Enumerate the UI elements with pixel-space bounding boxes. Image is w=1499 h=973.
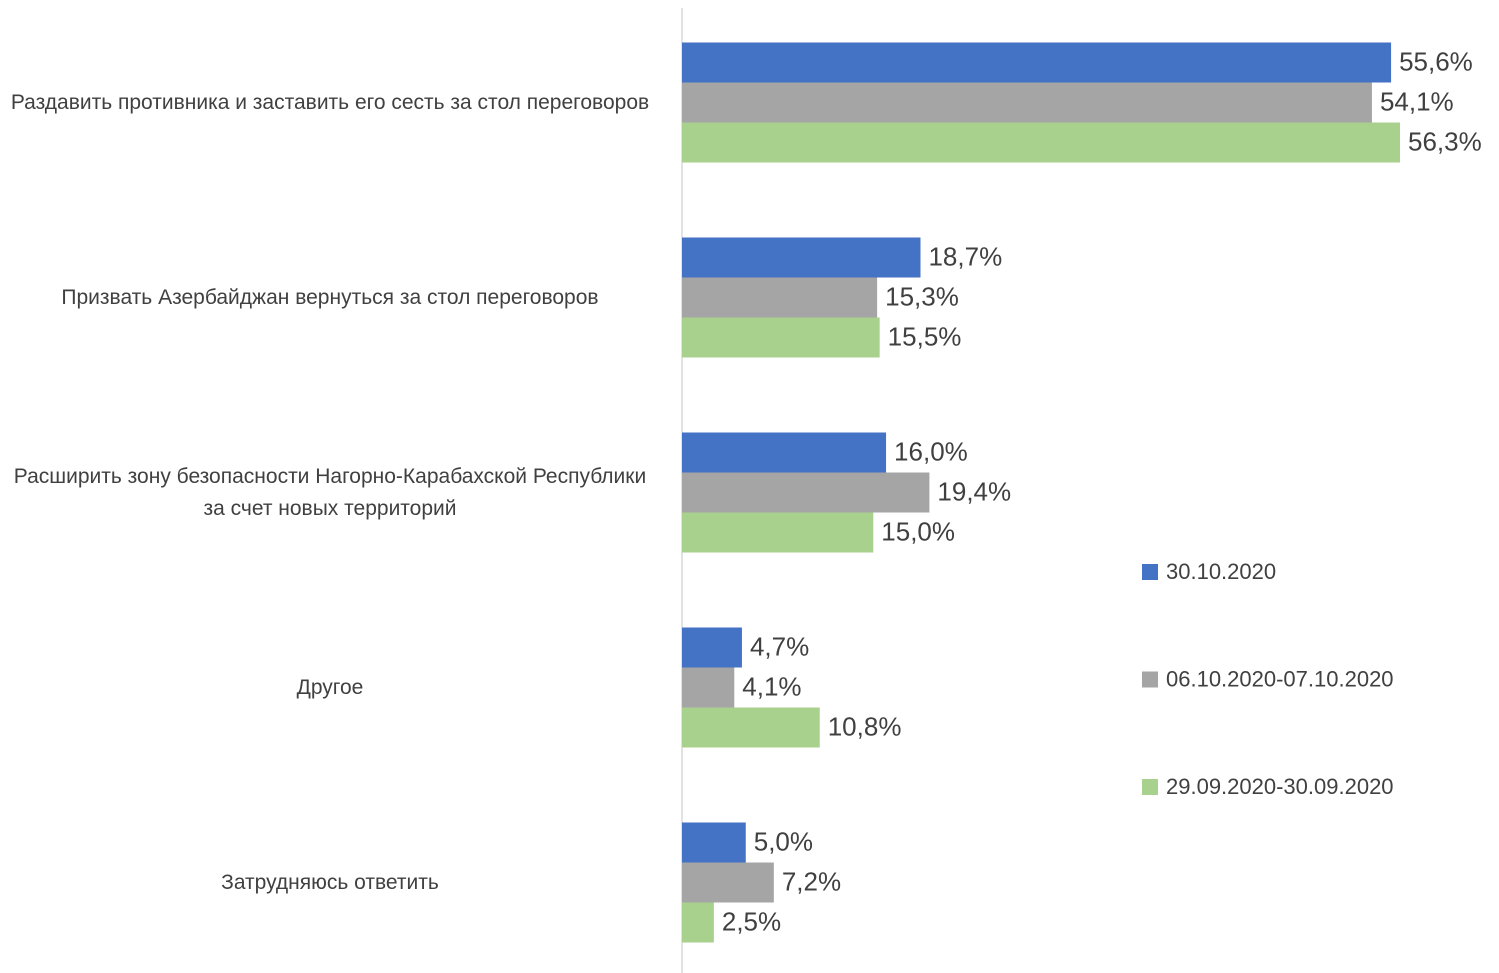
bar (682, 707, 820, 748)
bar (682, 627, 742, 668)
value-label: 54,1% (1380, 86, 1454, 116)
legend-swatch (1142, 564, 1158, 580)
value-label: 18,7% (928, 241, 1002, 271)
legend-label: 06.10.2020-07.10.2020 (1166, 666, 1394, 691)
value-label: 16,0% (894, 436, 968, 466)
legend-label: 29.09.2020-30.09.2020 (1166, 774, 1394, 799)
value-label: 55,6% (1399, 46, 1473, 76)
bar (682, 42, 1392, 83)
bar (682, 822, 746, 863)
legend-label: 30.10.2020 (1166, 559, 1276, 584)
value-label: 5,0% (754, 826, 813, 856)
category-label: Затрудняюсь ответить (221, 870, 439, 894)
bar (682, 432, 887, 473)
legend-swatch (1142, 779, 1158, 795)
value-label: 10,8% (828, 711, 902, 741)
value-label: 7,2% (782, 866, 841, 896)
value-label: 19,4% (937, 476, 1011, 506)
value-label: 56,3% (1408, 126, 1482, 156)
bar (682, 862, 774, 903)
value-label: 15,5% (888, 321, 962, 351)
bar (682, 82, 1372, 123)
bar (682, 237, 921, 278)
value-label: 15,3% (885, 281, 959, 311)
category-label: Расширить зону безопасности Нагорно-Кара… (13, 464, 647, 520)
value-label: 4,1% (742, 671, 801, 701)
value-label: 15,0% (881, 516, 955, 546)
value-label: 2,5% (722, 906, 781, 936)
category-label: Раздавить противника и заставить его сес… (10, 90, 650, 114)
bar (682, 512, 874, 553)
legend-swatch (1142, 671, 1158, 688)
category-label: Другое (296, 675, 364, 699)
bar (682, 472, 930, 513)
bar (682, 667, 735, 708)
bar (682, 277, 878, 318)
bar (682, 902, 714, 943)
category-label: Призвать Азербайджан вернуться за стол п… (61, 285, 599, 309)
bar (682, 122, 1400, 163)
value-label: 4,7% (750, 631, 809, 661)
bar (682, 317, 880, 358)
